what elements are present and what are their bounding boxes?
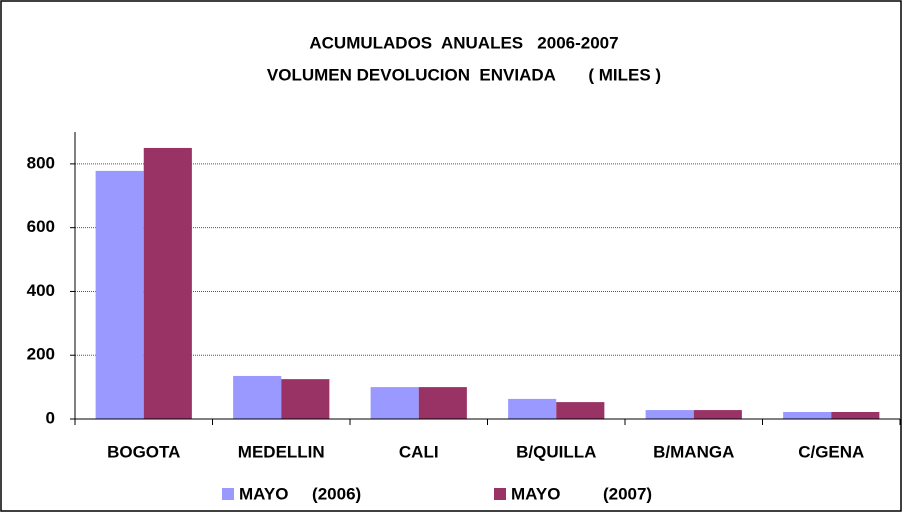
y-tick-label: 800 [27,153,55,172]
y-tick-label: 0 [46,408,55,427]
y-tick-label: 600 [27,217,55,236]
bar [418,387,467,419]
bar [95,170,144,419]
legend-swatch [494,488,506,500]
bar [508,398,557,419]
x-tick-label: MEDELLIN [238,442,325,461]
x-tick-label: C/GENA [798,442,864,461]
bar [645,410,694,419]
bar [233,375,282,419]
y-tick-label: 200 [27,345,55,364]
bar [556,402,605,419]
legend-swatch [222,488,234,500]
chart-title-line: VOLUMEN DEVOLUCION ENVIADA ( MILES ) [267,65,661,84]
bar [281,379,330,419]
bar [370,387,419,419]
x-tick-label: B/MANGA [653,442,734,461]
y-tick-label: 400 [27,281,55,300]
x-tick-label: B/QUILLA [516,442,596,461]
bar [783,411,832,419]
legend-label: MAYO (2007) [511,484,652,503]
bar [831,411,880,419]
x-tick-label: CALI [399,442,439,461]
bar [693,410,742,419]
legend-label: MAYO (2006) [239,484,361,503]
chart-title-line: ACUMULADOS ANUALES 2006-2007 [309,33,618,52]
bar [143,147,192,419]
x-tick-label: BOGOTA [107,442,180,461]
